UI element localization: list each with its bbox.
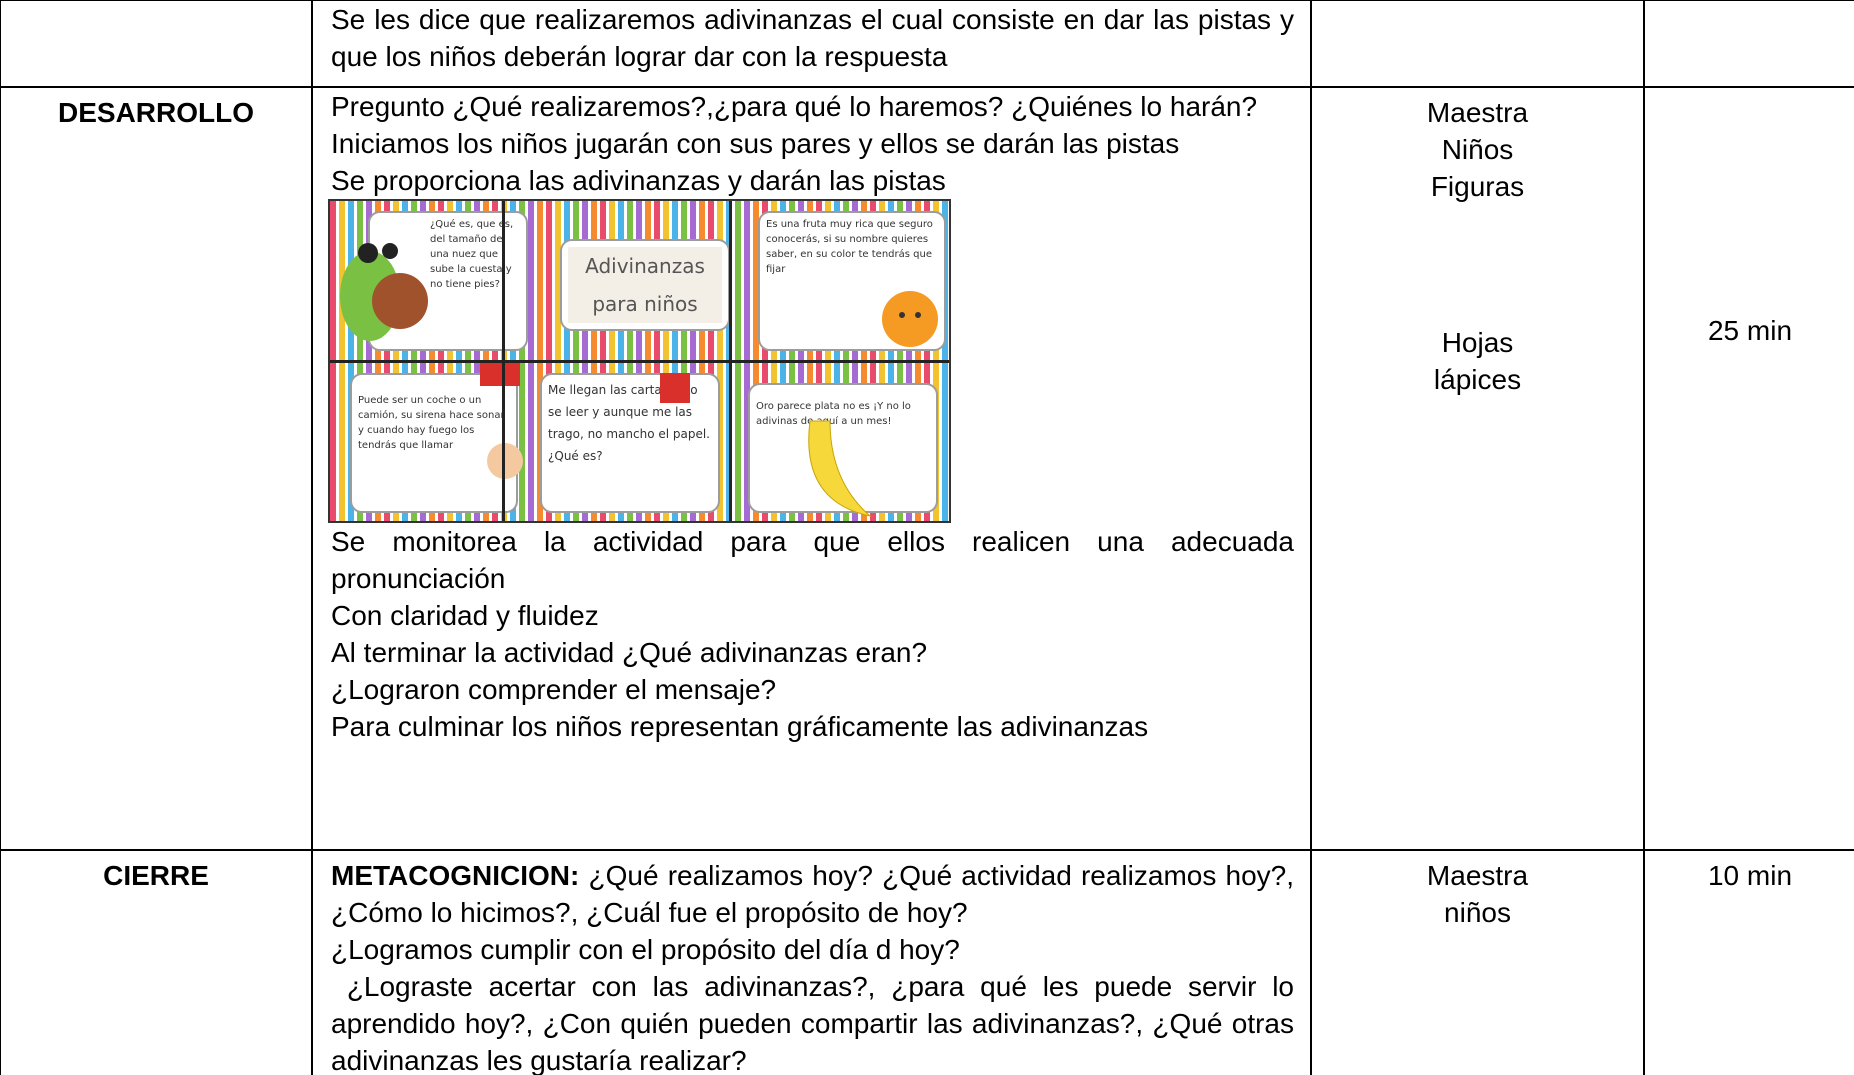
riddle-image: ¿Qué es, que es, del tamaño de una nuez … xyxy=(328,199,951,523)
resource: Maestra xyxy=(1426,860,1529,891)
resource: lápices xyxy=(1433,364,1522,395)
illustrations xyxy=(340,243,938,517)
table-row: Se les dice que realizaremos adivinanzas… xyxy=(0,0,1854,88)
paragraph: ¿Lograste acertar con las adivinanzas?, … xyxy=(331,971,1302,1075)
resource: Niños xyxy=(1441,134,1514,165)
paragraph: Iniciamos los niños jugarán con sus pare… xyxy=(331,128,1180,159)
paragraph: Para culminar los niños representan gráf… xyxy=(331,711,1149,742)
time-cell xyxy=(1643,0,1854,88)
resource: Figuras xyxy=(1430,171,1525,202)
table-row: DESARROLLO Pregunto ¿Qué realizaremos?,¿… xyxy=(0,86,1854,851)
paragraph: Al terminar la actividad ¿Qué adivinanza… xyxy=(331,637,928,668)
activity-cell: Pregunto ¿Qué realizaremos?,¿para qué lo… xyxy=(311,86,1312,851)
resource: Maestra xyxy=(1426,97,1529,128)
stage-cell: CIERRE xyxy=(0,849,313,1075)
card-text: Es una fruta muy rica que seguro conocer… xyxy=(758,211,946,351)
time-cell: 10 min xyxy=(1643,849,1854,1075)
resource: niños xyxy=(1444,897,1511,928)
card-text: Adivinanzas para niños xyxy=(560,239,730,331)
resources-cell: Maestra Niños Figuras Hojas lápices xyxy=(1310,86,1645,851)
paragraph: ¿Logramos cumplir con el propósito del d… xyxy=(331,934,960,965)
paragraph: ¿Lograron comprender el mensaje? xyxy=(331,674,777,705)
stage-cell: DESARROLLO xyxy=(0,86,313,851)
card-title: Adivinanzas para niños xyxy=(568,247,722,323)
paragraph: Se les dice que realizaremos adivinanzas… xyxy=(331,4,1294,72)
activity-cell: METACOGNICION: ¿Qué realizamos hoy? ¿Qué… xyxy=(311,849,1312,1075)
resources-cell: Maestra niños xyxy=(1310,849,1645,1075)
lead: METACOGNICION: xyxy=(331,860,580,891)
paragraph: Se proporciona las adivinanzas y darán l… xyxy=(331,165,946,196)
resources-cell xyxy=(1310,0,1645,88)
divider xyxy=(330,360,949,363)
time-cell: 25 min xyxy=(1643,86,1854,851)
resource: Hojas xyxy=(1441,327,1514,358)
paragraph: Pregunto ¿Qué realizaremos?,¿para qué lo… xyxy=(331,91,1258,122)
activity-cell: Se les dice que realizaremos adivinanzas… xyxy=(311,0,1312,88)
card-text: Puede ser un coche o un camión, su siren… xyxy=(350,373,518,513)
paragraph: Se monitorea la actividad para que ellos… xyxy=(331,526,1294,594)
stage-cell xyxy=(0,0,313,88)
paragraph: METACOGNICION: ¿Qué realizamos hoy? ¿Qué… xyxy=(331,857,1294,931)
text: ¿Qué realizamos hoy? ¿Qué actividad real… xyxy=(331,860,1295,928)
table-row: CIERRE METACOGNICION: ¿Qué realizamos ho… xyxy=(0,849,1854,1075)
paragraph: Con claridad y fluidez xyxy=(331,600,599,631)
